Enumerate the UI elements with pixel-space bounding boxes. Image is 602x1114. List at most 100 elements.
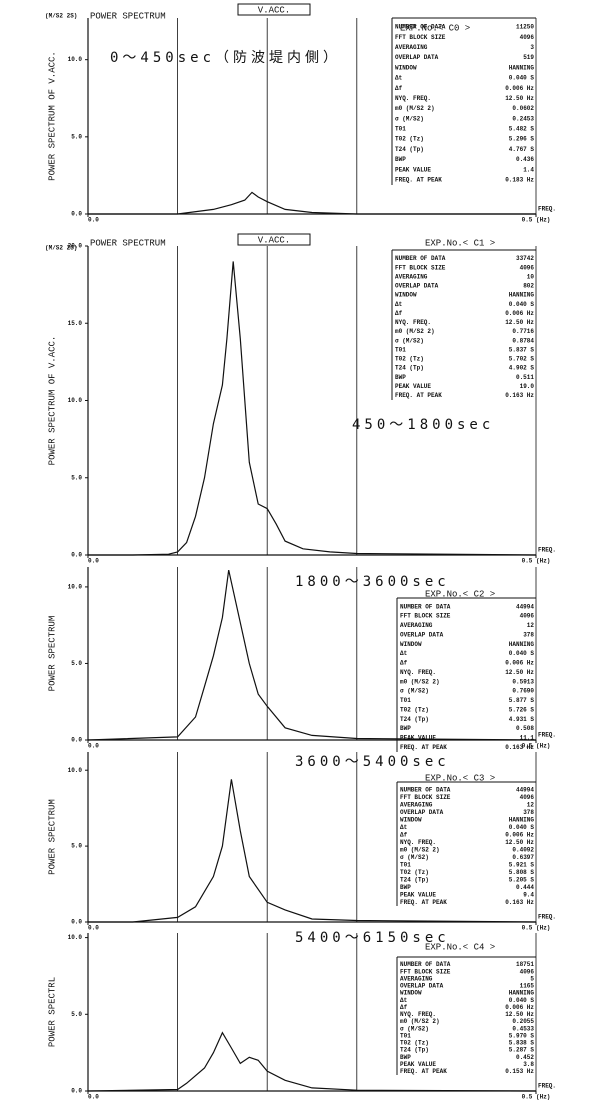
stat-value: 5: [530, 975, 534, 982]
y-tick-label: 10.0: [68, 56, 83, 63]
stat-value: 0.5913: [512, 678, 534, 685]
exp-label: EXP.No.< C2 >: [425, 589, 495, 599]
stat-label: T01: [400, 697, 411, 704]
stat-label: σ (M/S2): [400, 688, 429, 695]
stat-value: 12.50 Hz: [505, 319, 534, 326]
stat-value: 0.444: [516, 884, 534, 891]
stat-label: FFT BLOCK SIZE: [400, 968, 451, 975]
stat-label: T24 (Tp): [395, 365, 424, 372]
stat-value: 12: [527, 622, 535, 629]
stat-label: T02 (Tz): [400, 1040, 429, 1047]
x-tick-label: 0.0: [88, 1094, 99, 1101]
y-tick-label: 10.0: [68, 934, 83, 941]
stat-label: FREQ. AT PEAK: [400, 744, 447, 751]
spectrum-line: [87, 1031, 537, 1092]
stat-value: 0.8784: [512, 337, 534, 344]
stat-label: WINDOW: [400, 816, 422, 823]
stat-value: 0.163 Hz: [505, 899, 534, 906]
spectrum-line: [87, 569, 537, 741]
stat-label: NYQ. FREQ.: [395, 95, 431, 102]
stat-label: PEAK VALUE: [395, 166, 431, 173]
y-tick-label: 5.0: [71, 1011, 82, 1018]
exp-label: EXP.No.< C1 >: [425, 238, 495, 248]
stat-value: 44994: [516, 786, 534, 793]
stat-value: HANNING: [509, 292, 535, 299]
stat-value: 4096: [520, 264, 535, 271]
stat-label: NUMBER OF DATA: [400, 961, 451, 968]
exp-label: EXP.No.< C4 >: [425, 942, 495, 952]
stat-value: 12.50 Hz: [505, 839, 534, 846]
stat-value: 5.837 S: [509, 346, 535, 353]
spectrum-line: [88, 261, 537, 556]
stat-label: T24 (Tp): [400, 716, 429, 723]
stat-value: 0.006 Hz: [505, 1004, 534, 1011]
y-tick-label: 0.0: [71, 737, 82, 744]
y-axis-label: POWER SPECTRL: [47, 977, 57, 1047]
stat-value: 3: [530, 44, 534, 51]
tag-box: [237, 3, 311, 16]
tag-label: V.ACC.: [258, 5, 290, 15]
stat-value: 5.970 S: [509, 1032, 535, 1039]
stat-label: m0 (M/S2 2): [395, 105, 435, 112]
stat-value: 12.50 Hz: [505, 669, 534, 676]
stat-label: AVERAGING: [400, 975, 433, 982]
stat-value: 4.902 S: [509, 365, 535, 372]
y-axis-label: POWER SPECTRUM OF V.ACC.: [47, 336, 57, 466]
stat-value: 18751: [516, 961, 534, 968]
stat-label: OVERLAP DATA: [400, 631, 444, 638]
stat-label: T01: [400, 861, 411, 868]
stat-value: 0.040 S: [509, 75, 535, 82]
stat-value: 0.4533: [512, 1025, 534, 1032]
stat-label: T24 (Tp): [400, 876, 429, 883]
stat-value: 5.296 S: [509, 136, 535, 143]
x-axis-label: FREQ.: [538, 914, 556, 921]
stat-label: OVERLAP DATA: [400, 983, 444, 990]
x-tick-label: 0.5 (Hz): [522, 558, 551, 565]
stat-value: 4.931 S: [509, 716, 535, 723]
stat-value: 4096: [520, 613, 535, 620]
y-axis-label: POWER SPECTRUM OF V.ACC.: [47, 51, 57, 181]
stat-value: 9.4: [523, 891, 534, 898]
stat-value: 1165: [520, 983, 535, 990]
stat-label: T01: [395, 346, 406, 353]
stat-value: 5.205 S: [509, 876, 535, 883]
stat-label: NYQ. FREQ.: [395, 319, 431, 326]
spectrum-line: [88, 779, 537, 923]
stat-value: 0.0602: [512, 105, 534, 112]
stat-label: Δf: [400, 831, 408, 838]
stat-label: FREQ. AT PEAK: [395, 176, 442, 183]
stat-value: 12: [527, 801, 535, 808]
stat-label: m0 (M/S2 2): [400, 1018, 440, 1025]
x-tick-label: 0.5 (Hz): [522, 743, 551, 750]
stat-label: AVERAGING: [400, 801, 433, 808]
stat-value: 0.183 Hz: [505, 176, 534, 183]
annotation: 5400～6150sec: [295, 930, 450, 946]
stat-label: WINDOW: [400, 641, 422, 648]
stat-label: FFT BLOCK SIZE: [400, 613, 451, 620]
stat-label: NYQ. FREQ.: [400, 839, 436, 846]
stat-value: 33742: [516, 255, 534, 262]
stat-label: m0 (M/S2 2): [400, 678, 440, 685]
stat-value: 5.726 S: [509, 706, 535, 713]
stat-label: PEAK VALUE: [400, 891, 436, 898]
stat-label: T02 (Tz): [395, 136, 424, 143]
stat-label: NUMBER OF DATA: [395, 255, 446, 262]
x-axis-label: FREQ.: [538, 732, 556, 739]
stat-value: 0.2055: [512, 1018, 534, 1025]
stat-value: 0.153 Hz: [505, 1068, 534, 1075]
stat-label: OVERLAP DATA: [395, 283, 439, 290]
x-tick-label: 0.0: [88, 743, 99, 750]
unit-label: (M/S2 2S): [45, 245, 77, 252]
stat-value: 0.511: [516, 374, 534, 381]
stat-label: FREQ. AT PEAK: [395, 392, 442, 399]
stat-value: 44994: [516, 603, 534, 610]
stat-label: FFT BLOCK SIZE: [395, 264, 446, 271]
stat-value: 5.877 S: [509, 697, 535, 704]
stat-value: 11.1: [520, 735, 535, 742]
stat-label: σ (M/S2): [400, 854, 429, 861]
y-tick-label: 0.0: [71, 211, 82, 218]
stat-label: PEAK VALUE: [400, 1061, 436, 1068]
stat-label: m0 (M/S2 2): [400, 846, 440, 853]
stat-label: T24 (Tp): [395, 146, 424, 153]
